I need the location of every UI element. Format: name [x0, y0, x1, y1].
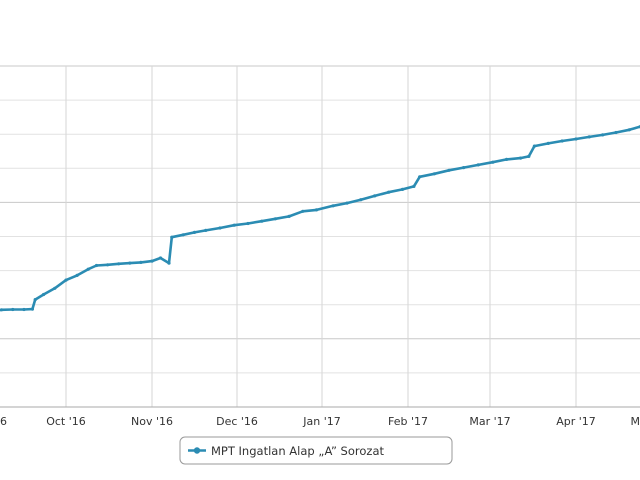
- data-point[interactable]: [150, 259, 154, 263]
- data-point[interactable]: [491, 160, 495, 164]
- data-point[interactable]: [167, 261, 171, 265]
- data-point[interactable]: [387, 190, 391, 194]
- data-point[interactable]: [192, 230, 197, 234]
- data-point[interactable]: [86, 267, 90, 271]
- data-point[interactable]: [345, 201, 349, 205]
- legend-series-name[interactable]: MPT Ingatlan Alap „A” Sorozat: [211, 444, 384, 458]
- data-point[interactable]: [11, 307, 15, 312]
- data-point[interactable]: [106, 263, 110, 267]
- x-tick-label: 6: [0, 415, 7, 428]
- data-point[interactable]: [117, 262, 121, 266]
- data-point[interactable]: [614, 130, 618, 135]
- chart-series: [0, 125, 640, 312]
- data-point[interactable]: [128, 261, 132, 265]
- data-point[interactable]: [158, 256, 163, 260]
- data-point[interactable]: [627, 128, 631, 132]
- data-point[interactable]: [181, 233, 185, 237]
- data-point[interactable]: [75, 273, 79, 277]
- data-point[interactable]: [218, 226, 222, 230]
- data-point[interactable]: [400, 187, 405, 191]
- data-point[interactable]: [260, 219, 264, 223]
- data-point[interactable]: [139, 260, 143, 264]
- data-point[interactable]: [42, 292, 46, 297]
- data-point[interactable]: [587, 135, 591, 139]
- data-point[interactable]: [527, 154, 531, 158]
- data-point[interactable]: [204, 228, 208, 232]
- legend-marker-icon: [193, 447, 201, 454]
- data-point[interactable]: [518, 156, 523, 160]
- data-point[interactable]: [505, 157, 509, 161]
- data-point[interactable]: [447, 168, 451, 172]
- data-point[interactable]: [574, 137, 578, 141]
- x-tick-label: Dec '16: [216, 415, 258, 428]
- chart-grid: [0, 65, 640, 408]
- x-tick-label: Nov '16: [131, 415, 173, 428]
- x-tick-label: Apr '17: [556, 415, 596, 428]
- data-point[interactable]: [64, 278, 68, 282]
- data-point[interactable]: [0, 308, 4, 312]
- x-tick-label: Oct '16: [46, 415, 86, 428]
- data-point[interactable]: [546, 141, 550, 145]
- data-point[interactable]: [462, 166, 466, 170]
- x-tick-label: Jan '17: [302, 415, 340, 428]
- data-point[interactable]: [601, 133, 605, 137]
- data-point[interactable]: [359, 198, 363, 202]
- data-point[interactable]: [418, 175, 422, 179]
- data-point[interactable]: [94, 263, 99, 268]
- legend-box: [179, 436, 453, 465]
- data-point[interactable]: [331, 204, 335, 208]
- x-tick-label: Mar '17: [469, 415, 510, 428]
- data-point[interactable]: [373, 194, 377, 198]
- x-tick-label: M: [631, 415, 640, 428]
- data-point[interactable]: [22, 307, 26, 312]
- data-point[interactable]: [232, 223, 236, 227]
- chart-legend[interactable]: MPT Ingatlan Alap „A” Sorozat: [179, 436, 453, 465]
- data-point[interactable]: [314, 208, 319, 212]
- data-point[interactable]: [432, 172, 436, 176]
- data-point[interactable]: [30, 307, 34, 311]
- data-point[interactable]: [53, 286, 57, 290]
- data-point[interactable]: [560, 139, 564, 143]
- series-line: [0, 125, 640, 312]
- data-point[interactable]: [301, 209, 305, 213]
- x-axis: 6 Oct '16 Nov '16 Dec '16 Jan '17 Feb '17 Mar …: [0, 415, 640, 428]
- data-point[interactable]: [532, 144, 537, 148]
- data-point[interactable]: [246, 221, 250, 226]
- data-point[interactable]: [287, 214, 291, 218]
- data-point[interactable]: [412, 184, 416, 188]
- data-point[interactable]: [170, 235, 174, 239]
- data-point[interactable]: [476, 163, 480, 167]
- x-tick-label: Feb '17: [388, 415, 428, 428]
- data-point[interactable]: [33, 298, 37, 302]
- data-point[interactable]: [273, 217, 277, 221]
